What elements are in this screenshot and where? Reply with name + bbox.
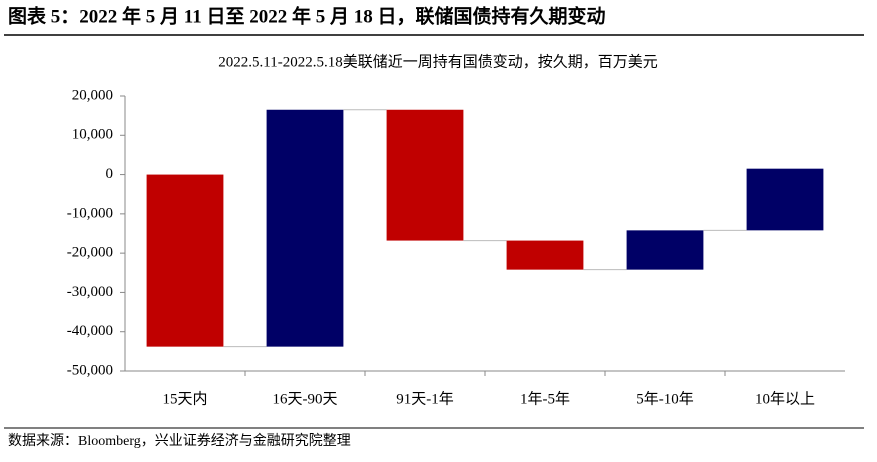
x-tick-label: 16天-90天	[273, 391, 338, 407]
y-tick-label: -10,000	[67, 205, 113, 221]
y-tick-label: -50,000	[67, 362, 113, 378]
bar	[266, 109, 344, 347]
y-tick-label: -30,000	[67, 284, 113, 300]
bar	[626, 230, 704, 270]
x-tick-label: 15天内	[162, 390, 207, 407]
y-tick-label: 20,000	[72, 87, 113, 103]
y-tick-label: 0	[106, 166, 114, 182]
source-note: 数据来源：Bloomberg，兴业证券经济与金融研究院整理	[8, 433, 351, 449]
y-tick-label: -40,000	[67, 323, 113, 339]
x-tick-label: 5年-10年	[636, 390, 694, 407]
bar	[746, 168, 824, 231]
bar	[506, 240, 584, 270]
bar	[386, 109, 464, 241]
x-tick-label: 1年-5年	[520, 390, 570, 407]
y-tick-label: 10,000	[72, 127, 113, 143]
y-tick-label: -20,000	[67, 245, 113, 261]
chart-title: 2022.5.11-2022.5.18美联储近一周持有国债变动，按久期，百万美元	[218, 53, 657, 70]
x-tick-label: 10年以上	[755, 390, 815, 407]
x-tick-label: 91天-1年	[396, 390, 454, 407]
figure-title: 图表 5：2022 年 5 月 11 日至 2022 年 5 月 18 日，联储…	[8, 4, 605, 27]
bar	[146, 174, 224, 347]
